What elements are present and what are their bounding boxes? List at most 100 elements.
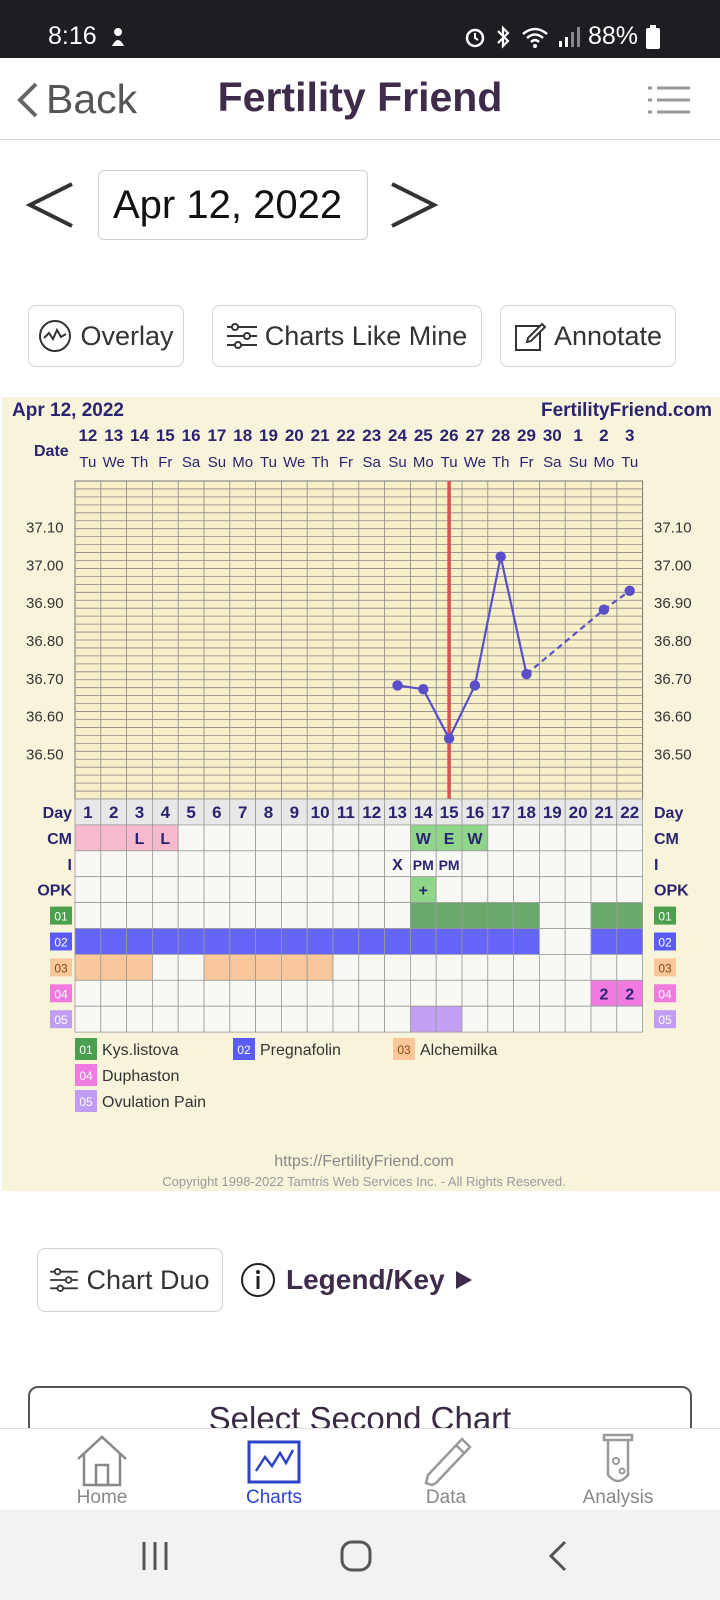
indicator-cell	[435, 1005, 463, 1033]
indicator-cell	[177, 902, 205, 929]
indicator-cell	[100, 850, 128, 878]
date-label: 29	[517, 426, 536, 445]
nav-home-label: Home	[76, 1487, 128, 1508]
indicator-cell	[280, 954, 308, 981]
y-tick-label-right: 37.00	[654, 557, 692, 574]
menu-icon[interactable]	[648, 86, 690, 114]
home-circle-icon[interactable]	[340, 1540, 372, 1572]
date-label: 26	[440, 426, 459, 445]
indicator-cell	[616, 928, 643, 955]
date-label: 3	[625, 426, 634, 445]
indicator-cell	[513, 824, 540, 852]
indicator-cell	[358, 979, 385, 1007]
indicator-cell	[539, 876, 566, 904]
previous-date-arrow-icon[interactable]	[26, 180, 76, 230]
indicator-cell	[280, 850, 308, 878]
indicator-cell	[177, 876, 205, 904]
weekday-label: We	[283, 454, 305, 471]
day-cell	[384, 798, 411, 826]
overlay-button[interactable]: Overlay	[28, 305, 184, 367]
indicator-cell	[203, 954, 231, 981]
day-cell	[74, 798, 102, 826]
row-label-left: 02	[54, 936, 68, 950]
next-date-arrow-icon[interactable]	[388, 180, 438, 230]
temp-line	[473, 556, 502, 686]
date-label: 14	[130, 426, 149, 445]
nav-home[interactable]: Home	[32, 1433, 172, 1509]
indicator-cell	[255, 928, 282, 955]
row-label-left: 03	[54, 961, 68, 975]
day-number: 14	[414, 803, 433, 822]
indicator-cell	[487, 1005, 514, 1033]
date-label: 15	[156, 426, 175, 445]
indicator-cell	[177, 1005, 205, 1033]
legend-swatch	[75, 1090, 97, 1112]
indicator-cell	[100, 902, 128, 929]
day-cell	[513, 798, 540, 826]
indicator-cell	[487, 928, 514, 955]
indicator-cell	[255, 979, 282, 1007]
nav-charts[interactable]: Charts	[204, 1433, 344, 1509]
date-field[interactable]: Apr 12, 2022	[98, 170, 368, 240]
weekday-label: Tu	[79, 454, 96, 471]
day-cell	[332, 798, 360, 826]
chevron-left-icon	[17, 82, 38, 117]
nav-data[interactable]: Data	[376, 1433, 516, 1509]
indicator-cell	[358, 928, 385, 955]
indicator-text: +	[419, 883, 428, 900]
row-label-left: Day	[43, 805, 72, 822]
indicator-cell	[229, 876, 257, 904]
indicator-cell	[255, 850, 282, 878]
overlay-label: Overlay	[80, 320, 174, 351]
indicator-cell	[229, 954, 257, 981]
row-label-right: 04	[658, 987, 672, 1001]
chart-duo-button[interactable]: Chart Duo	[37, 1248, 223, 1312]
indicator-cell	[255, 902, 282, 929]
indicator-cell	[306, 928, 334, 955]
indicator-cell	[590, 1005, 618, 1033]
back-icon[interactable]	[548, 1540, 568, 1572]
indicator-cell	[177, 928, 205, 955]
indicator-cell	[229, 824, 257, 852]
indicator-text: PM	[413, 857, 434, 873]
indicator-cell	[435, 824, 463, 852]
weekday-label: Su	[569, 454, 587, 471]
temp-point	[624, 585, 635, 596]
indicator-cell	[539, 928, 566, 955]
indicator-cell	[151, 850, 179, 878]
annotate-button[interactable]: Annotate	[500, 305, 676, 367]
day-cell	[564, 798, 592, 826]
weekday-label: Sa	[363, 454, 382, 471]
indicator-cell	[616, 824, 643, 852]
indicator-cell	[616, 954, 643, 981]
date-label: 18	[233, 426, 252, 445]
indicator-cell	[590, 850, 618, 878]
back-label: Back	[46, 76, 138, 122]
weekday-label: Tu	[441, 454, 458, 471]
indicator-cell	[255, 824, 282, 852]
legend-key-toggle[interactable]: Legend/Key	[240, 1262, 473, 1298]
indicator-cell	[487, 902, 514, 929]
indicator-cell	[126, 902, 153, 929]
indicator-cell	[332, 928, 360, 955]
weekday-label: Su	[388, 454, 406, 471]
indicator-cell	[435, 979, 463, 1007]
back-button[interactable]: Back	[14, 76, 137, 123]
row-label-left: 05	[54, 1013, 68, 1027]
indicator-cell	[100, 979, 128, 1007]
status-icons: 88%	[464, 22, 660, 51]
indicator-cell	[280, 876, 308, 904]
recents-icon[interactable]	[140, 1542, 170, 1570]
indicator-cell	[487, 824, 514, 852]
indicator-cell	[616, 1005, 643, 1033]
weekday-label: Su	[208, 454, 226, 471]
indicator-cell	[255, 1005, 282, 1033]
indicator-cell	[539, 1005, 566, 1033]
nav-analysis[interactable]: Analysis	[548, 1433, 688, 1509]
weekday-label: Fr	[519, 454, 533, 471]
indicator-cell	[151, 979, 179, 1007]
charts-like-mine-button[interactable]: Charts Like Mine	[212, 305, 482, 367]
row-label-left: 04	[54, 987, 68, 1001]
indicator-cell	[384, 824, 411, 852]
indicator-cell	[539, 850, 566, 878]
